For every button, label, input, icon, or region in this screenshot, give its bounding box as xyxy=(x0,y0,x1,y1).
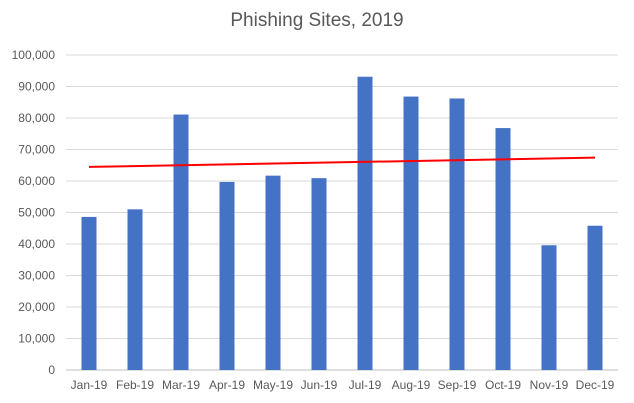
bar xyxy=(449,98,465,370)
y-tick-label: 100,000 xyxy=(12,48,56,62)
bar xyxy=(587,225,603,370)
bar xyxy=(173,114,189,370)
bar xyxy=(219,181,235,370)
x-tick-label: Jul-19 xyxy=(349,378,382,392)
bar xyxy=(265,175,281,370)
gridlines xyxy=(66,54,618,371)
y-tick-label: 20,000 xyxy=(18,300,55,314)
y-tick-label: 40,000 xyxy=(18,237,55,251)
bars xyxy=(81,76,603,371)
y-tick-label: 50,000 xyxy=(18,206,55,220)
x-axis-ticks: Jan-19 Feb-19 Mar-19 Apr-19 May-19 Jun-19 Jul-… xyxy=(71,378,615,392)
bar xyxy=(127,209,143,370)
y-tick-label: 0 xyxy=(48,363,55,377)
trendline-group xyxy=(88,156,596,168)
bar xyxy=(311,178,327,370)
x-tick-label: Jan-19 xyxy=(71,378,108,392)
y-tick-label: 10,000 xyxy=(18,332,55,346)
x-tick-label: Nov-19 xyxy=(530,378,569,392)
bar xyxy=(403,96,419,370)
x-tick-label: Dec-19 xyxy=(576,378,615,392)
x-tick-label: Oct-19 xyxy=(485,378,521,392)
y-tick-label: 70,000 xyxy=(18,143,55,157)
bar xyxy=(357,76,373,371)
bar xyxy=(495,128,511,370)
y-tick-label: 60,000 xyxy=(18,174,55,188)
trendline xyxy=(88,156,596,168)
x-tick-label: Sep-19 xyxy=(438,378,477,392)
bar xyxy=(541,245,557,370)
bar xyxy=(81,216,97,370)
x-tick-label: Feb-19 xyxy=(116,378,154,392)
chart-title: Phishing Sites, 2019 xyxy=(230,10,404,31)
y-axis-ticks: 0 10,000 20,000 30,000 40,000 50,000 60,000 70,… xyxy=(12,48,56,377)
x-tick-label: Mar-19 xyxy=(162,378,200,392)
y-tick-label: 80,000 xyxy=(18,111,55,125)
y-tick-label: 90,000 xyxy=(18,80,55,94)
x-tick-label: May-19 xyxy=(253,378,293,392)
x-tick-label: Aug-19 xyxy=(392,378,431,392)
x-tick-label: Jun-19 xyxy=(301,378,338,392)
y-tick-label: 30,000 xyxy=(18,269,55,283)
x-tick-label: Apr-19 xyxy=(209,378,245,392)
